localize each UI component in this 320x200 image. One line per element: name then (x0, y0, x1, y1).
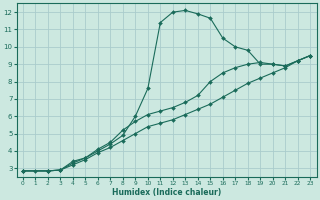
X-axis label: Humidex (Indice chaleur): Humidex (Indice chaleur) (112, 188, 221, 197)
